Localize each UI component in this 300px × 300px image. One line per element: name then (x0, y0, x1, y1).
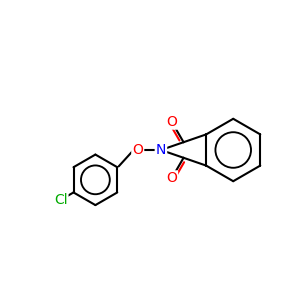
Text: N: N (156, 143, 166, 157)
Text: O: O (132, 143, 143, 157)
Text: O: O (166, 115, 177, 129)
Text: Cl: Cl (54, 193, 68, 207)
Text: O: O (166, 171, 177, 185)
